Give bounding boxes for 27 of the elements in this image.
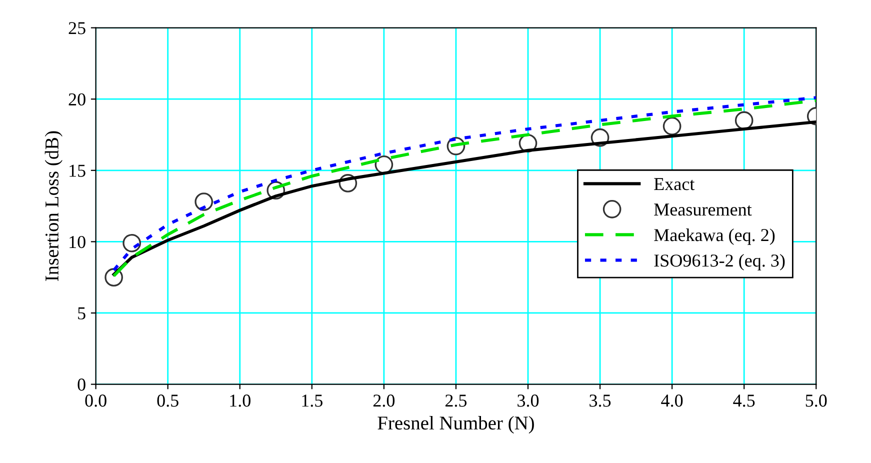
point [122,234,141,252]
y-tick-label: 15 [70,164,86,177]
y-tick-label: 5 [78,307,86,320]
y-tick-label: 25 [68,22,86,34]
x-tick-label: 0.5 [157,394,178,407]
x-tick-label: 2.0 [373,394,395,407]
legend-label: Measurement [654,204,752,216]
point [662,117,682,136]
x-tick-label: 1.5 [302,394,322,407]
x-tick-label: 0.0 [85,394,106,407]
y-tick-label: 20 [68,93,86,106]
x-tick-label: 4.0 [661,394,683,407]
legend-label: Maekawa (eq. 2) [654,228,775,245]
x-tick-label: 3.0 [518,394,539,407]
legend-label: ISO9613-2 (eq. 3) [654,254,785,270]
y-tick-label: 10 [70,236,86,248]
x-tick-label: 4.5 [733,394,755,407]
point [194,192,214,211]
x-tick-label: 3.5 [590,394,611,407]
point [734,111,754,130]
x-tick-label: 5.0 [806,394,827,407]
x-tick-label: 1.0 [230,394,250,407]
y-tick-label: 0 [78,378,86,391]
legend-label: Exact [654,178,695,190]
y-axis-title: Insertion Loss (dB) [44,131,62,281]
x-tick-label: 2.5 [445,394,467,407]
x-axis-title: Fresnel Number (N) [378,416,534,434]
